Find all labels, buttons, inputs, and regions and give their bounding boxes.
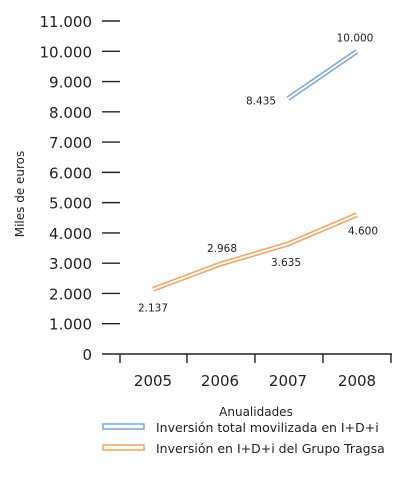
y-tick-label: 10.000 [40, 43, 93, 61]
y-tick-label: 11.000 [40, 13, 93, 31]
y-tick-label: 2.000 [49, 285, 92, 303]
y-tick-label: 0 [82, 346, 92, 364]
x-tick-label: 2006 [201, 372, 239, 390]
data-labels: 8.435 10.000 2.137 2.968 3.635 4.600 [138, 32, 378, 314]
y-tick-label: 6.000 [49, 164, 92, 182]
data-label: 3.635 [271, 257, 301, 269]
x-axis-title: Anualidades [219, 405, 293, 419]
series-layer [152, 49, 359, 292]
legend-label: Inversión total movilizada en I+D+i [156, 420, 379, 435]
series-line [287, 50, 358, 100]
legend-label: Inversión en I+D+i del Grupo Tragsa [156, 441, 385, 456]
x-axis: 2005 2006 2007 2008 [119, 353, 392, 390]
y-tick-label: 4.000 [49, 225, 92, 243]
x-tick-label: 2007 [269, 372, 307, 390]
data-label: 4.600 [348, 226, 378, 238]
y-axis: 0 1.000 2.000 3.000 4.000 5.000 6.000 7.000 8.00… [40, 13, 120, 364]
y-axis-title: Miles de euros [13, 151, 27, 238]
y-tick-label: 9.000 [49, 74, 92, 92]
x-tick-label: 2005 [134, 372, 172, 390]
y-tick-label: 8.000 [49, 104, 92, 122]
data-label: 2.137 [138, 302, 168, 314]
data-label: 8.435 [246, 96, 276, 108]
y-tick-label: 3.000 [49, 255, 92, 273]
data-label: 2.968 [207, 243, 237, 255]
legend: Inversión total movilizada en I+D+i Inver… [102, 420, 385, 456]
data-label: 10.000 [337, 32, 374, 44]
x-tick-label: 2008 [338, 372, 376, 390]
legend-swatch [102, 423, 145, 430]
y-tick-label: 1.000 [49, 316, 92, 334]
legend-swatch [102, 444, 145, 451]
y-tick-label: 5.000 [49, 195, 92, 213]
y-tick-label: 7.000 [49, 134, 92, 152]
series-line [152, 213, 358, 291]
